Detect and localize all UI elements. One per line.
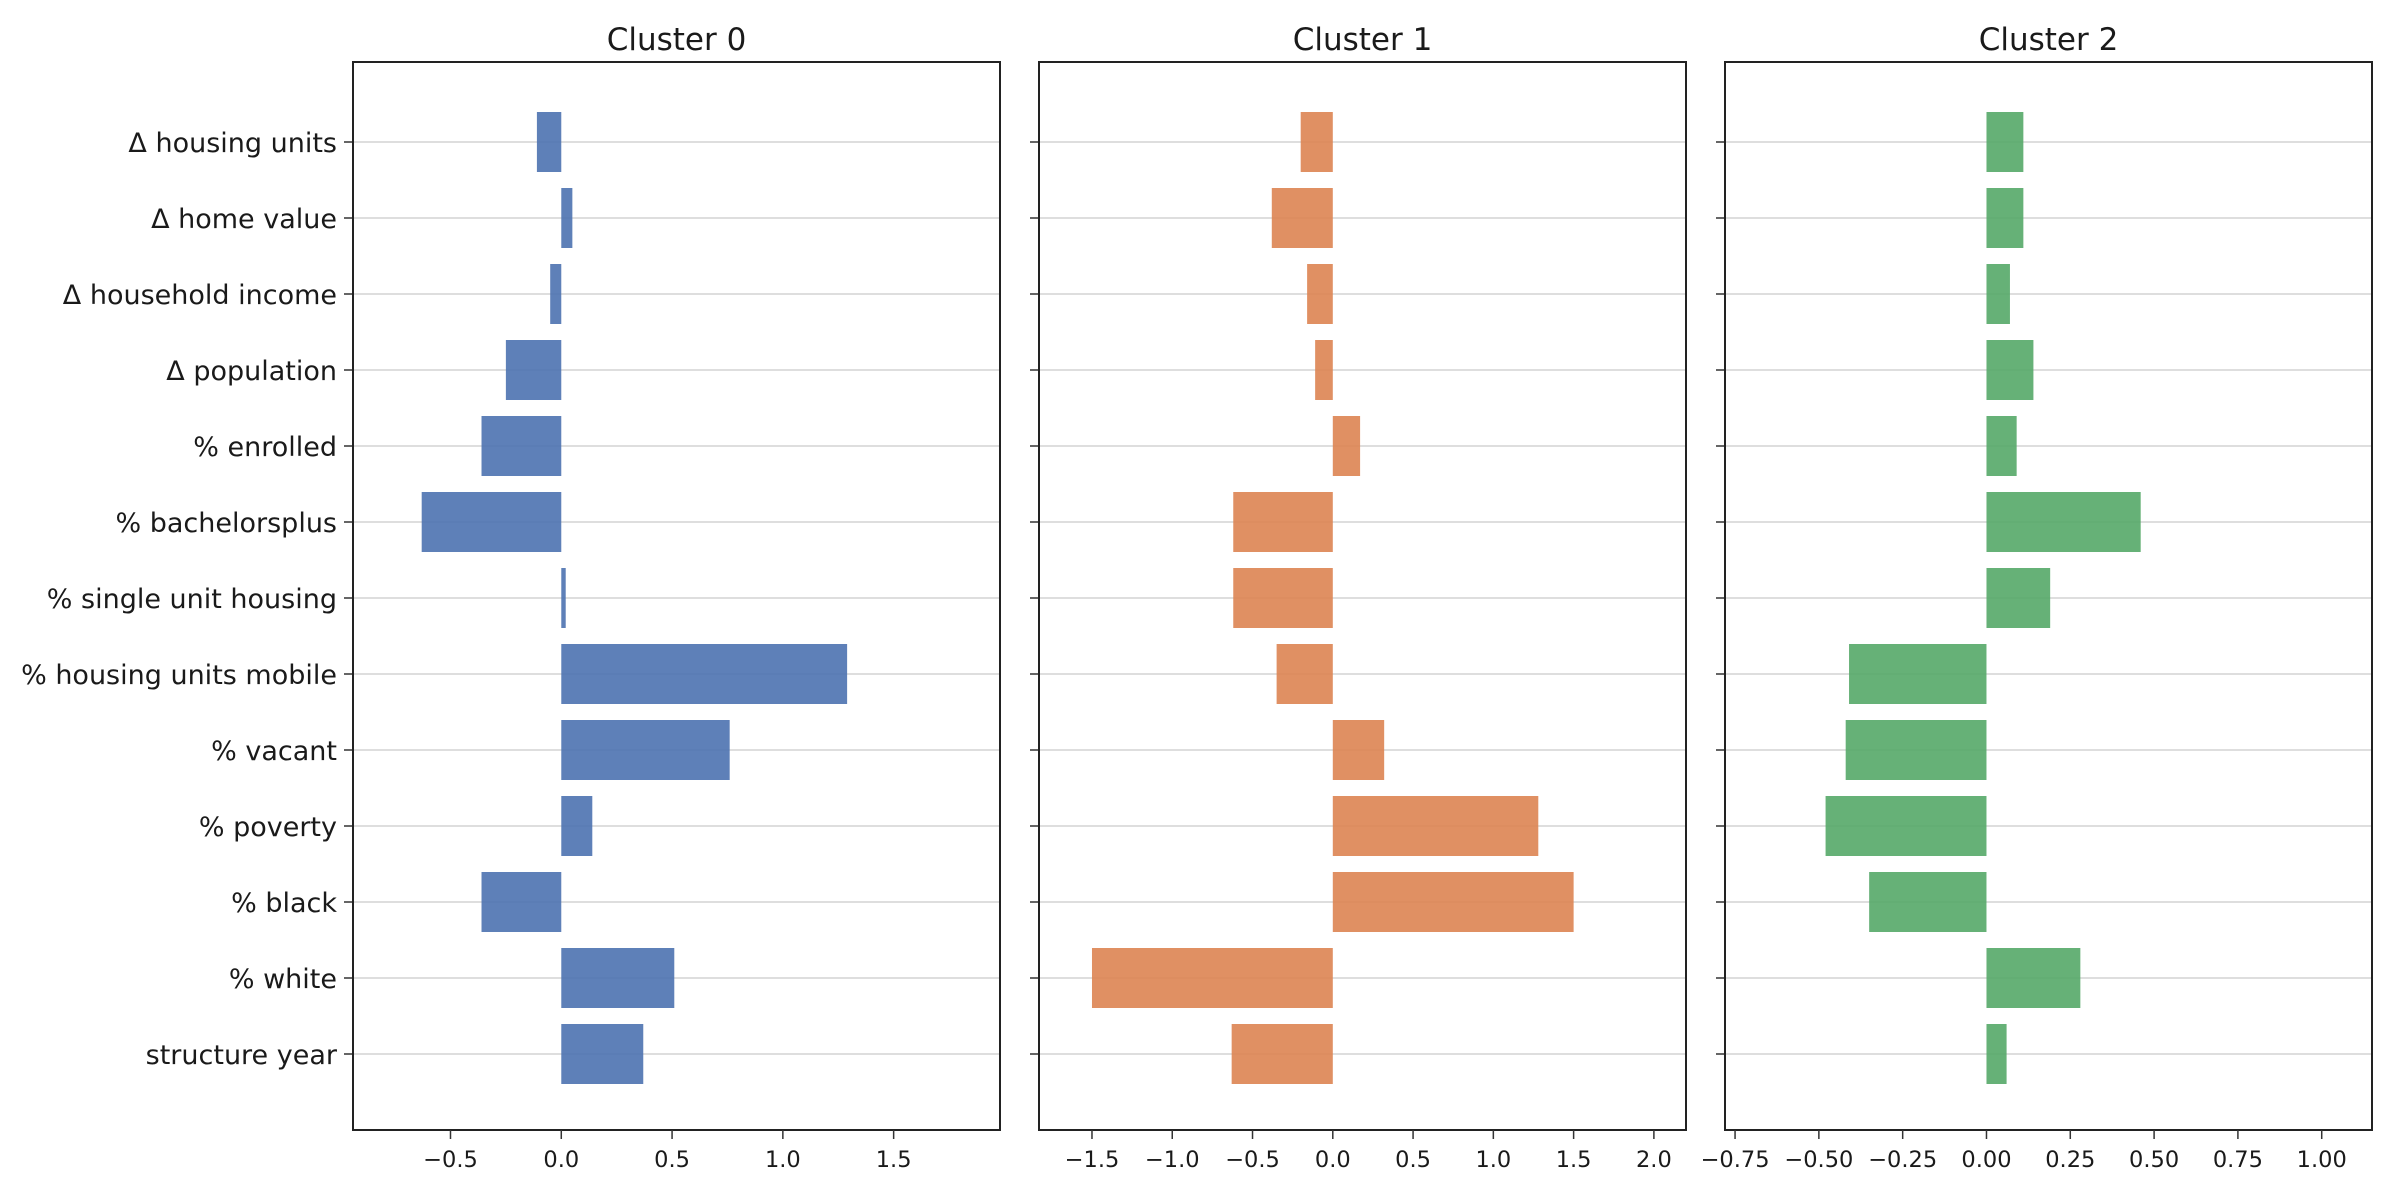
bar — [1315, 340, 1333, 400]
bar — [1276, 644, 1333, 704]
axes-frame — [1724, 61, 2373, 1131]
x-tick-label: −0.5 — [423, 1147, 478, 1173]
bar — [1849, 644, 1987, 704]
bar — [561, 948, 675, 1008]
panel-cluster-1: −1.5 −1.0 −0.5 0.0 0.5 1.0 1.5 2.0 Cluster 1 — [1030, 22, 1687, 1173]
bar — [1271, 188, 1333, 248]
panel-cluster-0: −0.5 0.0 0.5 1.0 1.5 Cluster 0 Δ housing units… — [21, 22, 1001, 1173]
category-label: % vacant — [211, 736, 337, 767]
x-tick-label: 0.0 — [543, 1147, 579, 1173]
axes-frame — [352, 61, 1001, 1131]
x-tick-label: 1.0 — [765, 1147, 801, 1173]
x-tick-label: 0.5 — [1395, 1147, 1431, 1173]
bar — [561, 568, 566, 628]
bar — [1986, 416, 2017, 476]
bar — [1986, 340, 2034, 400]
bar — [561, 644, 848, 704]
bar — [1233, 492, 1333, 552]
x-tick-label: 1.0 — [1475, 1147, 1511, 1173]
bar — [1825, 796, 1987, 856]
x-tick-label: −0.5 — [1225, 1147, 1280, 1173]
x-tick-label: −0.75 — [1701, 1147, 1770, 1173]
bar — [1091, 948, 1333, 1008]
bar — [421, 492, 562, 552]
bar — [505, 340, 562, 400]
category-label: Δ household income — [63, 280, 337, 311]
x-tick-label: 0.25 — [2045, 1147, 2095, 1173]
category-label: % single unit housing — [47, 584, 337, 615]
bar — [481, 416, 562, 476]
bar — [1332, 796, 1539, 856]
bar — [561, 1024, 644, 1084]
bar — [1986, 188, 2024, 248]
bar — [1231, 1024, 1333, 1084]
x-tick-label: 0.0 — [1315, 1147, 1351, 1173]
x-tick-label: 0.50 — [2129, 1147, 2179, 1173]
bar — [1986, 264, 2010, 324]
bar — [561, 188, 573, 248]
bar — [561, 796, 593, 856]
panel-title: Cluster 2 — [1979, 22, 2119, 58]
category-label: Δ housing units — [128, 128, 337, 159]
x-tick-label: 0.75 — [2213, 1147, 2263, 1173]
x-tick-label: 2.0 — [1636, 1147, 1672, 1173]
panel-title: Cluster 0 — [607, 22, 747, 58]
bar — [1845, 720, 1987, 780]
category-label: % white — [229, 964, 337, 995]
axes-frame — [1038, 61, 1687, 1131]
category-label: % bachelorsplus — [116, 508, 338, 539]
bar — [1332, 416, 1361, 476]
category-label: % enrolled — [193, 432, 337, 463]
bar — [1986, 568, 2051, 628]
x-tick-label: 0.00 — [1961, 1147, 2011, 1173]
x-tick-label: −1.5 — [1065, 1147, 1120, 1173]
x-tick-label: −0.50 — [1784, 1147, 1853, 1173]
bar — [1332, 720, 1385, 780]
bar — [536, 112, 562, 172]
category-label: % poverty — [199, 812, 337, 843]
category-label: % black — [231, 888, 337, 919]
category-label: structure year — [146, 1040, 338, 1071]
category-label: % housing units mobile — [21, 660, 337, 691]
x-tick-label: −1.0 — [1145, 1147, 1200, 1173]
bar — [481, 872, 562, 932]
category-label: Δ home value — [151, 204, 337, 235]
bar — [1233, 568, 1333, 628]
bar — [1300, 112, 1333, 172]
bar — [1307, 264, 1333, 324]
bar — [561, 720, 730, 780]
bar — [1986, 948, 2081, 1008]
bar — [1986, 112, 2024, 172]
x-tick-label: 1.5 — [876, 1147, 912, 1173]
x-tick-label: 1.00 — [2297, 1147, 2347, 1173]
panel-title: Cluster 1 — [1293, 22, 1433, 58]
bar — [1332, 872, 1574, 932]
category-label: Δ population — [166, 356, 337, 387]
x-tick-label: −0.25 — [1868, 1147, 1937, 1173]
panel-cluster-2: −0.75 −0.50 −0.25 0.00 0.25 0.50 0.75 1.00 Clust… — [1701, 22, 2373, 1173]
x-tick-label: 0.5 — [654, 1147, 690, 1173]
bar — [1869, 872, 1987, 932]
x-tick-label: 1.5 — [1556, 1147, 1592, 1173]
bar — [1986, 492, 2141, 552]
bar — [550, 264, 562, 324]
bar — [1986, 1024, 2007, 1084]
